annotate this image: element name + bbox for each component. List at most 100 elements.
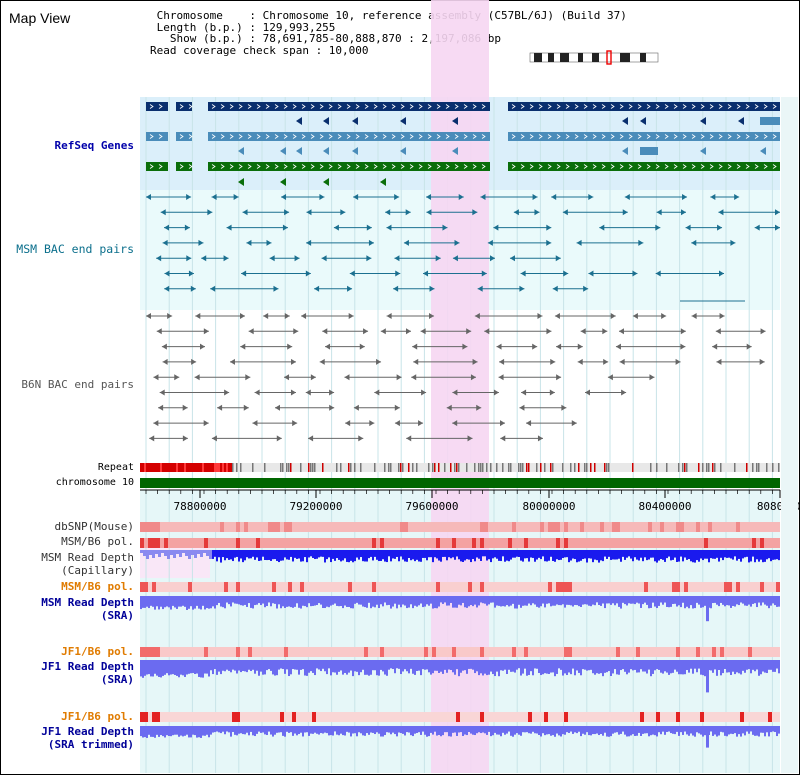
msm-depth-cap-bar: [532, 550, 534, 558]
jf1-pol-label[interactable]: JF1/B6 pol.: [61, 645, 134, 658]
msm-pol-label[interactable]: MSM/B6 pol.: [61, 535, 134, 548]
jf1-depth-bar: [262, 660, 264, 675]
msm-depth-sra-bar: [296, 596, 298, 604]
bac-end: [474, 313, 480, 319]
gene-arrow: [520, 104, 525, 109]
msm-depth-cap-bar: [478, 550, 480, 559]
msm-pol-strip: [520, 538, 524, 548]
jf1-depth-label[interactable]: JF1 Read Depth: [41, 660, 134, 673]
jf1t-depth-bar: [352, 726, 354, 734]
msm-depth-sra-bar: [214, 596, 216, 609]
gene-arrow: [179, 104, 184, 109]
msm-depth-sra-bar: [172, 596, 174, 606]
msm-depth-sra-label[interactable]: MSM Read Depth: [41, 596, 134, 609]
jf1-pol2-strip: [276, 712, 280, 722]
dbsnp-label[interactable]: dbSNP(Mouse): [54, 520, 134, 533]
msm-depth-sra-bar: [750, 596, 752, 607]
bac-end: [619, 358, 625, 365]
msm-bac-label[interactable]: MSM BAC end pairs: [16, 242, 134, 256]
jf1-pol2-strip: [236, 712, 240, 722]
jf1-depth-bar: [234, 660, 236, 671]
bac-end: [532, 194, 538, 200]
b6n-bac-label[interactable]: B6N BAC end pairs: [21, 378, 134, 391]
msm-pol2-label[interactable]: MSM/B6 pol.: [61, 580, 134, 593]
bac-end: [366, 224, 372, 231]
bac-end: [153, 374, 159, 381]
jf1-depth-bar: [172, 660, 174, 675]
gene-feature: [176, 102, 192, 111]
jf1-depth-bar: [280, 660, 282, 669]
repeat-block: [214, 463, 216, 472]
jf1-pol2-strip: [612, 712, 616, 722]
msm-depth-sra-bar: [666, 596, 668, 607]
jf1-pol-strip: [416, 647, 420, 657]
msm-depth-cap-bar: [612, 550, 614, 560]
dbsnp-strip: [756, 522, 760, 532]
repeat-block: [706, 463, 708, 472]
jf1t-depth-bar: [646, 726, 648, 734]
refseq-genes-label[interactable]: RefSeq Genes: [54, 139, 134, 152]
jf1t-depth-bar: [774, 726, 776, 733]
jf1t-depth-bar: [276, 726, 278, 733]
jf1t-depth-bar: [588, 726, 590, 736]
jf1-pol-strip: [524, 647, 528, 657]
gene-arrow: [400, 134, 405, 139]
msm-pol-strip: [412, 538, 416, 548]
msm-pol2-strip: [280, 582, 284, 592]
dbsnp-strip: [448, 522, 452, 532]
msm-pol2-strip: [620, 582, 624, 592]
gene-arrow: [319, 134, 324, 139]
msm-depth-cap-bar: [548, 550, 550, 561]
msm-pol-strip: [616, 538, 620, 548]
jf1-depth-bar: [754, 660, 756, 672]
dbsnp-strip: [656, 522, 660, 532]
bac-end: [254, 389, 260, 396]
jf1-depth-bar: [740, 660, 742, 675]
gene-arrow: [409, 104, 414, 109]
msm-depth-cap-bar: [164, 550, 167, 556]
jf1-pol2-strip: [748, 712, 752, 722]
jf1-depth-bar: [554, 660, 556, 677]
jf1-pol-strip: [460, 647, 464, 657]
dbsnp-strip: [328, 522, 332, 532]
gene-small: [238, 178, 244, 186]
jf1-pol2-strip: [484, 712, 488, 722]
msm-pol-strip: [280, 538, 284, 548]
jf1-pol2-strip: [576, 712, 580, 722]
jf1-pol2-label[interactable]: JF1/B6 pol.: [61, 710, 134, 723]
msm-pol2-strip: [356, 582, 360, 592]
gene-arrow: [655, 164, 660, 169]
jf1-depth-bar: [320, 660, 322, 672]
jf1-pol2-strip: [444, 712, 448, 722]
jf1t-depth-bar: [316, 726, 318, 734]
msm-depth-cap-label[interactable]: MSM Read Depth: [41, 551, 134, 564]
bac-end: [746, 343, 752, 350]
bac-end: [273, 285, 279, 292]
msm-depth-sra-bar: [662, 596, 664, 605]
gene-small: [760, 147, 766, 155]
jf1-depth-bar: [758, 660, 760, 676]
msm-depth-cap-bar: [216, 550, 218, 562]
bac-end: [759, 358, 765, 365]
jf1t-depth-bar: [724, 726, 726, 736]
jf1t-depth-bar: [470, 726, 472, 734]
jf1-depth-bar: [704, 660, 706, 677]
jf1-pol-strip: [724, 647, 728, 657]
dbsnp-strip: [712, 522, 716, 532]
msm-depth-sra-bar: [694, 596, 696, 609]
repeat-block: [552, 463, 554, 472]
msm-depth-sra-bar: [378, 596, 380, 609]
jf1-depth-bar: [602, 660, 604, 677]
bac-end: [493, 224, 499, 231]
jf1-pol-strip: [312, 647, 316, 657]
msm-depth-sra-bar: [384, 596, 386, 603]
gene-arrow: [481, 134, 486, 139]
msm-depth-sra-bar: [466, 596, 468, 608]
msm-pol-strip: [276, 538, 280, 548]
msm-depth-sra-bar: [356, 596, 358, 603]
msm-pol-strip: [140, 538, 144, 548]
jf1-depth-bar: [288, 660, 290, 677]
jf1t-depth-label[interactable]: JF1 Read Depth: [41, 725, 134, 738]
jf1-pol2-strip: [508, 712, 512, 722]
